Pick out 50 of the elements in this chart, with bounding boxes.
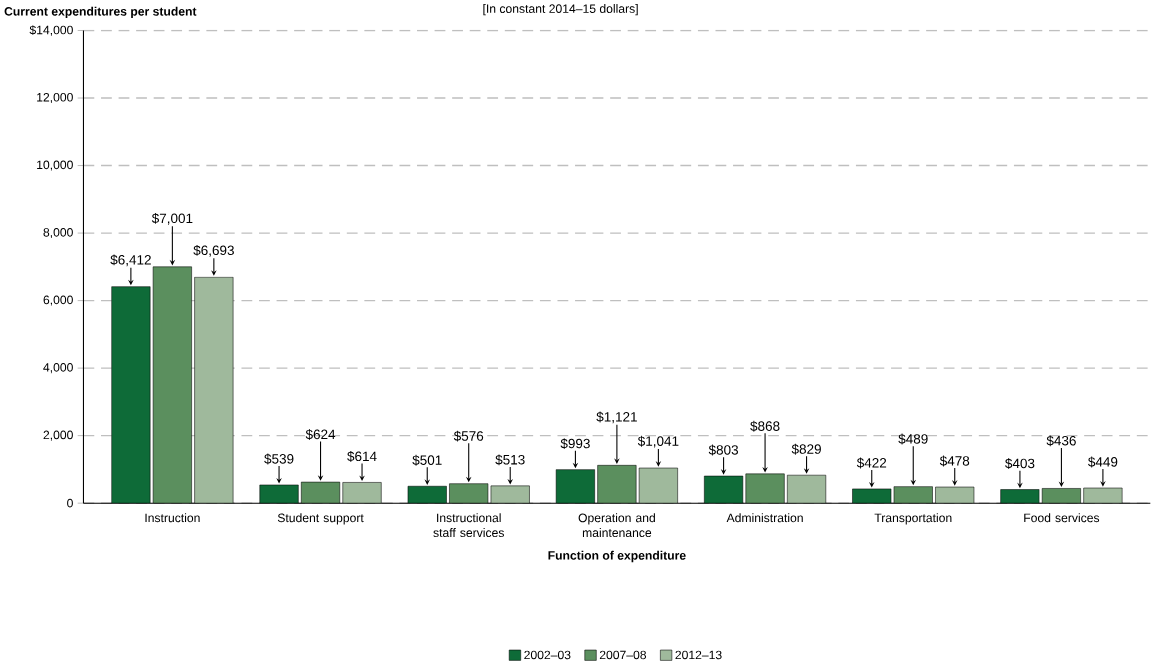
- legend-label: 2007–08: [599, 650, 647, 660]
- bar: [638, 467, 678, 503]
- y-tick-label: 2,000: [43, 430, 73, 441]
- y-tick-label: $14,000: [29, 25, 73, 36]
- data-label: $501: [412, 454, 442, 466]
- bar: [1083, 487, 1123, 503]
- data-label: $614: [347, 450, 377, 462]
- x-tick-label: Operation and maintenance: [578, 513, 655, 537]
- y-tick-label: 6,000: [43, 295, 73, 306]
- chart-subtitle: [In constant 2014–15 dollars]: [483, 3, 638, 16]
- data-label: $829: [791, 443, 821, 455]
- x-tick-label: Administration: [726, 513, 803, 523]
- x-tick-label: Student support: [277, 513, 364, 525]
- bar: [407, 485, 447, 503]
- data-label: $576: [453, 430, 484, 442]
- data-label: $478: [939, 455, 970, 467]
- legend-label: 2012–13: [675, 650, 722, 660]
- legend-label: 2002–03: [524, 650, 571, 660]
- data-label: $449: [1088, 456, 1118, 468]
- x-axis-title: Function of expenditure: [548, 550, 686, 562]
- x-tick-label: Instruction: [145, 513, 200, 523]
- data-label: $1,041: [637, 435, 679, 448]
- bar: [490, 485, 530, 503]
- x-tick-label: Instructional staff services: [433, 513, 504, 537]
- data-label: $1,121: [596, 411, 637, 424]
- data-label: $6,693: [193, 244, 234, 257]
- y-tick-label: 12,000: [37, 92, 73, 103]
- y-tick-label: 0: [67, 498, 73, 508]
- x-tick-label: Food services: [1024, 513, 1100, 523]
- data-label: $513: [495, 454, 525, 466]
- y-tick-label: 4,000: [43, 362, 73, 373]
- data-label: $403: [1005, 457, 1035, 469]
- x-tick-label: Transportation: [874, 513, 952, 525]
- bar: [1000, 489, 1040, 503]
- y-tick-label: 10,000: [37, 160, 73, 171]
- data-label: $993: [560, 438, 590, 449]
- data-label: $6,412: [110, 254, 151, 266]
- y-tick-label: 8,000: [43, 227, 73, 238]
- bar: [342, 481, 382, 503]
- data-label: $489: [898, 433, 928, 445]
- bar: [787, 474, 827, 503]
- y-axis-title: Current expenditures per student: [4, 6, 197, 18]
- data-label: $803: [708, 444, 739, 456]
- data-label: $436: [1046, 435, 1076, 447]
- data-label: $539: [264, 453, 294, 465]
- data-label: $422: [856, 457, 887, 469]
- data-label: $868: [750, 420, 780, 432]
- data-label: $7,001: [151, 212, 193, 225]
- data-label: $624: [305, 428, 336, 440]
- bar: [194, 276, 234, 503]
